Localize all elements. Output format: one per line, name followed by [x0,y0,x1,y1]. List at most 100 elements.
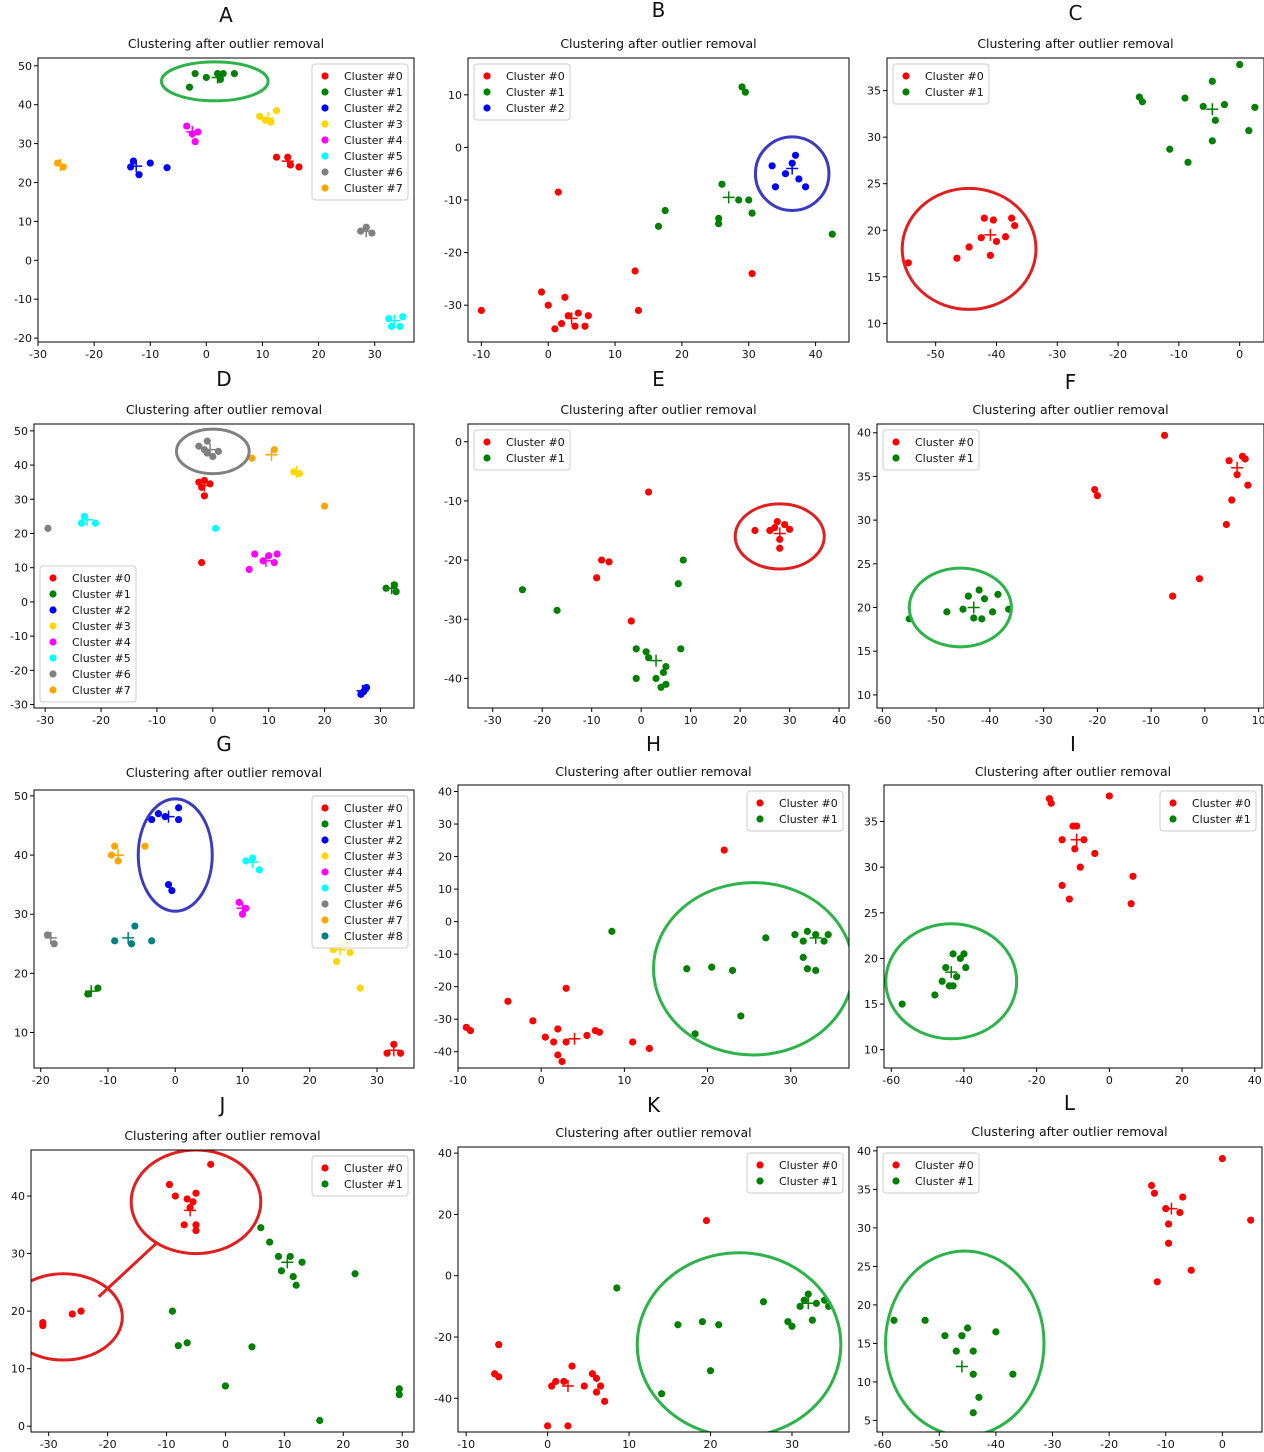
data-point [593,574,601,582]
data-point [800,1296,808,1304]
data-point [80,512,88,520]
data-point [632,645,640,653]
legend-marker [321,152,329,160]
legend-marker [49,670,57,678]
legend: Cluster #0 Cluster #1 [746,790,844,832]
legend-marker [321,88,329,96]
x-tick-label: 20 [704,1438,718,1451]
data-point [256,112,264,120]
data-point [267,118,275,126]
data-point [94,984,102,992]
data-point [962,963,970,972]
x-tick-label: -10 [472,348,490,361]
y-tick-label: 10 [857,689,871,702]
data-point [751,526,759,535]
data-point [828,230,836,238]
centroid-marker [81,513,94,526]
centroid-marker [198,479,211,492]
data-point [980,214,988,222]
plot-area [491,1216,843,1432]
panel-H: H Clustering after outlier removal -10 0 10 2… [434,732,850,1087]
x-tick-label: 0 [1201,714,1208,727]
centroid-marker [44,931,57,944]
data-point [561,293,569,301]
x-tick-label: -20 [1109,348,1127,361]
panel-F: F Clustering after outlier removal -60 -50 -… [857,370,1264,727]
centroid-marker [265,448,278,461]
data-point [803,965,812,973]
data-point [662,680,670,688]
legend: Cluster #0 Cluster #1 Cluster #2 Cluster #3… [39,565,137,703]
y-tick-label: -10 [444,194,462,207]
plot-area [518,488,826,691]
x-tick-label: -10 [1142,714,1160,727]
data-point [39,1319,47,1327]
chart-title: Clustering after outlier removal [971,1124,1167,1139]
data-point [771,183,780,191]
data-point [969,1347,977,1355]
centroid-marker [360,225,373,238]
data-point [1179,1193,1187,1201]
data-point [248,454,256,462]
data-point [943,608,951,616]
y-tick-label: -30 [444,613,462,626]
data-point [44,524,52,532]
y-tick-label: 40 [14,849,28,862]
data-point [781,520,789,529]
x-tick-label: -60 [874,1438,892,1451]
x-tick-label: 0 [1106,1074,1113,1087]
legend-box [746,790,844,832]
data-point [148,937,156,945]
data-point [741,88,749,96]
data-point [286,1252,294,1261]
y-tick-label: 10 [18,215,32,228]
x-tick-label: 0 [222,1438,229,1451]
data-point [627,617,635,625]
data-point [958,1332,966,1340]
x-tick-label: -30 [484,714,502,727]
data-point [272,106,281,115]
y-tick-label: -20 [14,332,32,345]
data-point [192,1221,200,1229]
y-tick-label: -20 [10,664,28,677]
data-point [557,319,566,328]
legend-label: Cluster #2 [72,604,131,617]
data-point [392,588,400,596]
legend-label: Cluster #0 [915,1159,974,1172]
chart-title: Clustering after outlier removal [555,1125,751,1140]
data-point [270,446,278,454]
x-tick-label: -30 [1044,1438,1062,1451]
data-point [175,804,183,812]
x-tick-label: 0 [172,1074,179,1087]
x-tick-label: -10 [99,1074,117,1087]
x-tick-label: -40 [987,348,1005,361]
x-tick-label: -20 [92,714,110,727]
x-tick-label: 20 [675,348,689,361]
x-tick-label: -20 [99,1438,117,1451]
data-point [1153,1278,1161,1286]
x-tick-label: 10 [608,348,622,361]
y-tick-label: -20 [444,554,462,567]
data-point [192,1226,200,1235]
data-point [706,1367,715,1375]
data-point [564,1422,572,1430]
y-tick-label: 35 [867,85,881,98]
data-point [396,322,404,331]
centroid-marker [1231,461,1244,474]
data-point [1076,863,1084,871]
data-point [631,267,639,275]
x-tick-label: 30 [373,714,387,727]
data-point [1105,792,1113,800]
data-point [748,270,756,278]
legend: Cluster #0 Cluster #1 [1159,790,1257,832]
data-point [1150,1189,1159,1197]
data-point [953,254,961,262]
centroid-marker [281,155,294,168]
legend-label: Cluster #1 [915,452,974,465]
data-point [632,674,640,683]
panel-letter: C [1069,1,1083,25]
data-point [1199,102,1207,111]
y-tick-label: 15 [864,998,878,1011]
panel-letter: I [1070,732,1076,756]
x-tick-label: -10 [1170,348,1188,361]
